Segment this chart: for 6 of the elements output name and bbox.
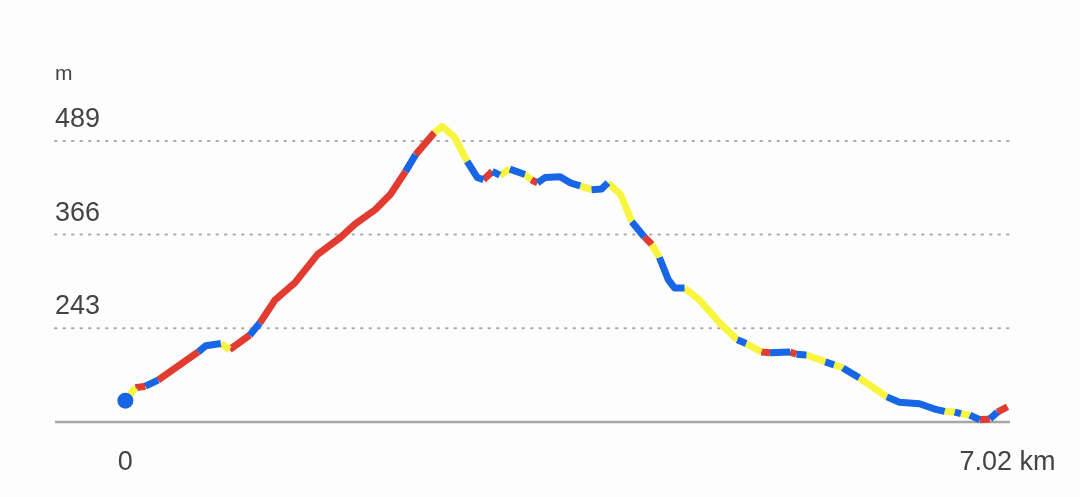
y-tick-label: 489 [55,102,101,133]
x-tick-label: 7.02 km [959,446,1056,476]
x-tick-label: 0 [117,446,133,476]
y-tick-label: 366 [55,196,101,227]
y-tick-label: 243 [55,290,101,321]
y-axis-title: m [55,61,73,84]
